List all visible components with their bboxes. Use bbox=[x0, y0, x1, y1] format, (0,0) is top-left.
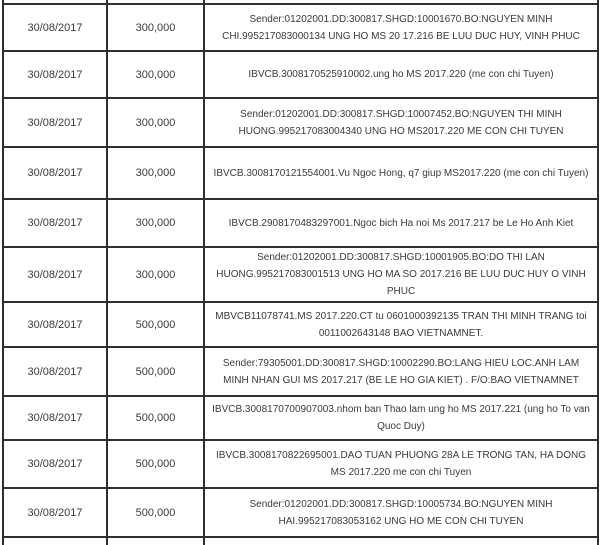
description-cell: Sender:01202001.DD:300817.SHGD:10001905.… bbox=[203, 246, 599, 303]
empty-cell bbox=[2, 536, 108, 545]
date-cell: 30/08/2017 bbox=[2, 198, 108, 248]
description-cell: Sender:79305001.DD:300817.SHGD:10002290.… bbox=[203, 346, 599, 397]
table-row: 30/08/2017 300,000 IBVCB.2908170483297001.… bbox=[2, 198, 599, 248]
table-row: 30/08/2017 500,000 Sender:01202001.DD:3008… bbox=[2, 487, 599, 538]
empty-cell bbox=[203, 0, 599, 5]
description-cell: Sender:01202001.DD:300817.SHGD:10005734.… bbox=[203, 487, 599, 538]
description-cell: IBVCB.3008170700907003.nhom ban Thao lam… bbox=[203, 395, 599, 441]
date-cell: 30/08/2017 bbox=[2, 439, 108, 489]
description-cell: Sender:01202001.DD:300817.SHGD:10007452.… bbox=[203, 97, 599, 148]
empty-cell bbox=[106, 536, 205, 545]
description-cell: IBVCB.3008170525910002.ung ho MS 2017.22… bbox=[203, 50, 599, 99]
date-cell: 30/08/2017 bbox=[2, 346, 108, 397]
table-row: 30/08/2017 300,000 Sender:01202001.DD:3008… bbox=[2, 246, 599, 303]
date-cell: 30/08/2017 bbox=[2, 97, 108, 148]
empty-cell bbox=[2, 0, 108, 5]
date-cell: 30/08/2017 bbox=[2, 50, 108, 99]
table-row: 30/08/2017 500,000 Sender:79305001.DD:3008… bbox=[2, 346, 599, 397]
amount-cell: 500,000 bbox=[106, 301, 205, 348]
amount-cell: 300,000 bbox=[106, 3, 205, 52]
amount-cell: 500,000 bbox=[106, 395, 205, 441]
description-cell: Sender:01202001.DD:300817.SHGD:10001670.… bbox=[203, 3, 599, 52]
table-row: 30/08/2017 300,000 IBVCB.3008170121554001.… bbox=[2, 146, 599, 200]
amount-cell: 300,000 bbox=[106, 246, 205, 303]
date-cell: 30/08/2017 bbox=[2, 246, 108, 303]
amount-cell: 500,000 bbox=[106, 346, 205, 397]
table-row: 30/08/2017 500,000 MBVCB11078741.MS 2017.2… bbox=[2, 301, 599, 348]
table-row: 30/08/2017 300,000 Sender:01202001.DD:3008… bbox=[2, 3, 599, 52]
amount-cell: 300,000 bbox=[106, 146, 205, 200]
amount-cell: 300,000 bbox=[106, 50, 205, 99]
date-cell: 30/08/2017 bbox=[2, 146, 108, 200]
date-cell: 30/08/2017 bbox=[2, 3, 108, 52]
table-row: 30/08/2017 300,000 IBVCB.3008170525910002.… bbox=[2, 50, 599, 99]
description-cell: MBVCB11078741.MS 2017.220.CT tu 06010003… bbox=[203, 301, 599, 348]
date-cell: 30/08/2017 bbox=[2, 395, 108, 441]
partial-row-bottom bbox=[2, 536, 599, 545]
description-cell: IBVCB.3008170822695001.DAO TUAN PHUONG 2… bbox=[203, 439, 599, 489]
date-cell: 30/08/2017 bbox=[2, 487, 108, 538]
partial-row-top bbox=[2, 0, 599, 5]
date-cell: 30/08/2017 bbox=[2, 301, 108, 348]
table-row: 30/08/2017 300,000 Sender:01202001.DD:3008… bbox=[2, 97, 599, 148]
empty-cell bbox=[106, 0, 205, 5]
amount-cell: 300,000 bbox=[106, 97, 205, 148]
empty-cell bbox=[203, 536, 599, 545]
amount-cell: 500,000 bbox=[106, 487, 205, 538]
amount-cell: 500,000 bbox=[106, 439, 205, 489]
description-cell: IBVCB.2908170483297001.Ngoc bich Ha noi … bbox=[203, 198, 599, 248]
description-cell: IBVCB.3008170121554001.Vu Ngoc Hong, q7 … bbox=[203, 146, 599, 200]
table-row: 30/08/2017 500,000 IBVCB.3008170700907003.… bbox=[2, 395, 599, 441]
amount-cell: 300,000 bbox=[106, 198, 205, 248]
table-row: 30/08/2017 500,000 IBVCB.3008170822695001.… bbox=[2, 439, 599, 489]
